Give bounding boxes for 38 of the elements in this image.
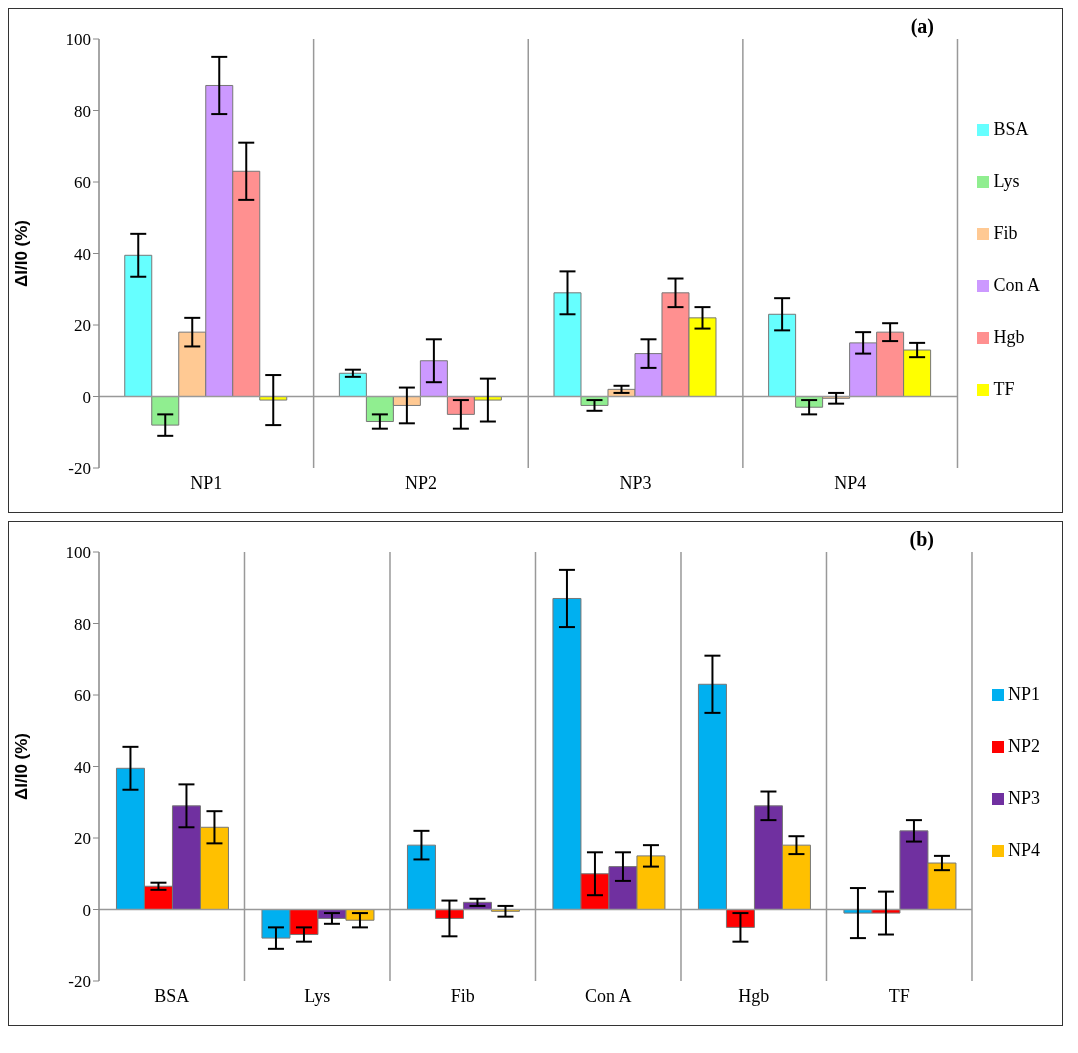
y-tick-label: 100 [65, 30, 91, 50]
x-tick-label: NP3 [619, 472, 652, 493]
legend-label: BSA [993, 118, 1029, 139]
y-tick-label: 20 [74, 316, 91, 336]
legend-label: NP1 [1007, 683, 1040, 704]
legend-label: Hgb [993, 326, 1025, 347]
y-axis-title: ΔI/I0 (%) [12, 219, 32, 288]
chart-title: (a) [910, 15, 934, 38]
y-tick-label: 80 [74, 614, 91, 634]
y-tick-label: 60 [74, 686, 91, 706]
x-tick-label: NP4 [834, 472, 867, 493]
y-tick-label: 60 [74, 173, 91, 193]
y-tick-label: 80 [74, 101, 91, 121]
x-tick-label: Fib [450, 985, 475, 1006]
legend-label: TF [993, 378, 1015, 399]
y-tick-label: 0 [82, 900, 91, 920]
x-tick-label: Con A [584, 985, 632, 1006]
legend-label: Lys [993, 170, 1020, 191]
x-tick-label: Hgb [738, 985, 770, 1006]
x-tick-label: TF [888, 985, 910, 1006]
y-axis-title: ΔI/I0 (%) [12, 732, 32, 801]
y-tick-label: 100 [65, 543, 91, 563]
y-tick-label: 0 [82, 387, 91, 407]
legend-label: Con A [993, 274, 1040, 295]
x-tick-label: Lys [304, 985, 331, 1006]
y-tick-label: -20 [68, 972, 91, 992]
x-tick-label: NP1 [190, 472, 223, 493]
legend-label: NP2 [1007, 735, 1040, 756]
chart-title: (b) [909, 528, 934, 551]
y-tick-label: 40 [74, 244, 91, 264]
legend-label: NP4 [1007, 839, 1040, 860]
x-tick-label: NP2 [404, 472, 437, 493]
y-tick-label: 40 [74, 757, 91, 777]
y-tick-label: 20 [74, 829, 91, 849]
legend-label: NP3 [1007, 787, 1040, 808]
y-tick-label: -20 [68, 459, 91, 479]
x-tick-label: BSA [154, 985, 190, 1006]
legend-label: Fib [993, 222, 1018, 243]
